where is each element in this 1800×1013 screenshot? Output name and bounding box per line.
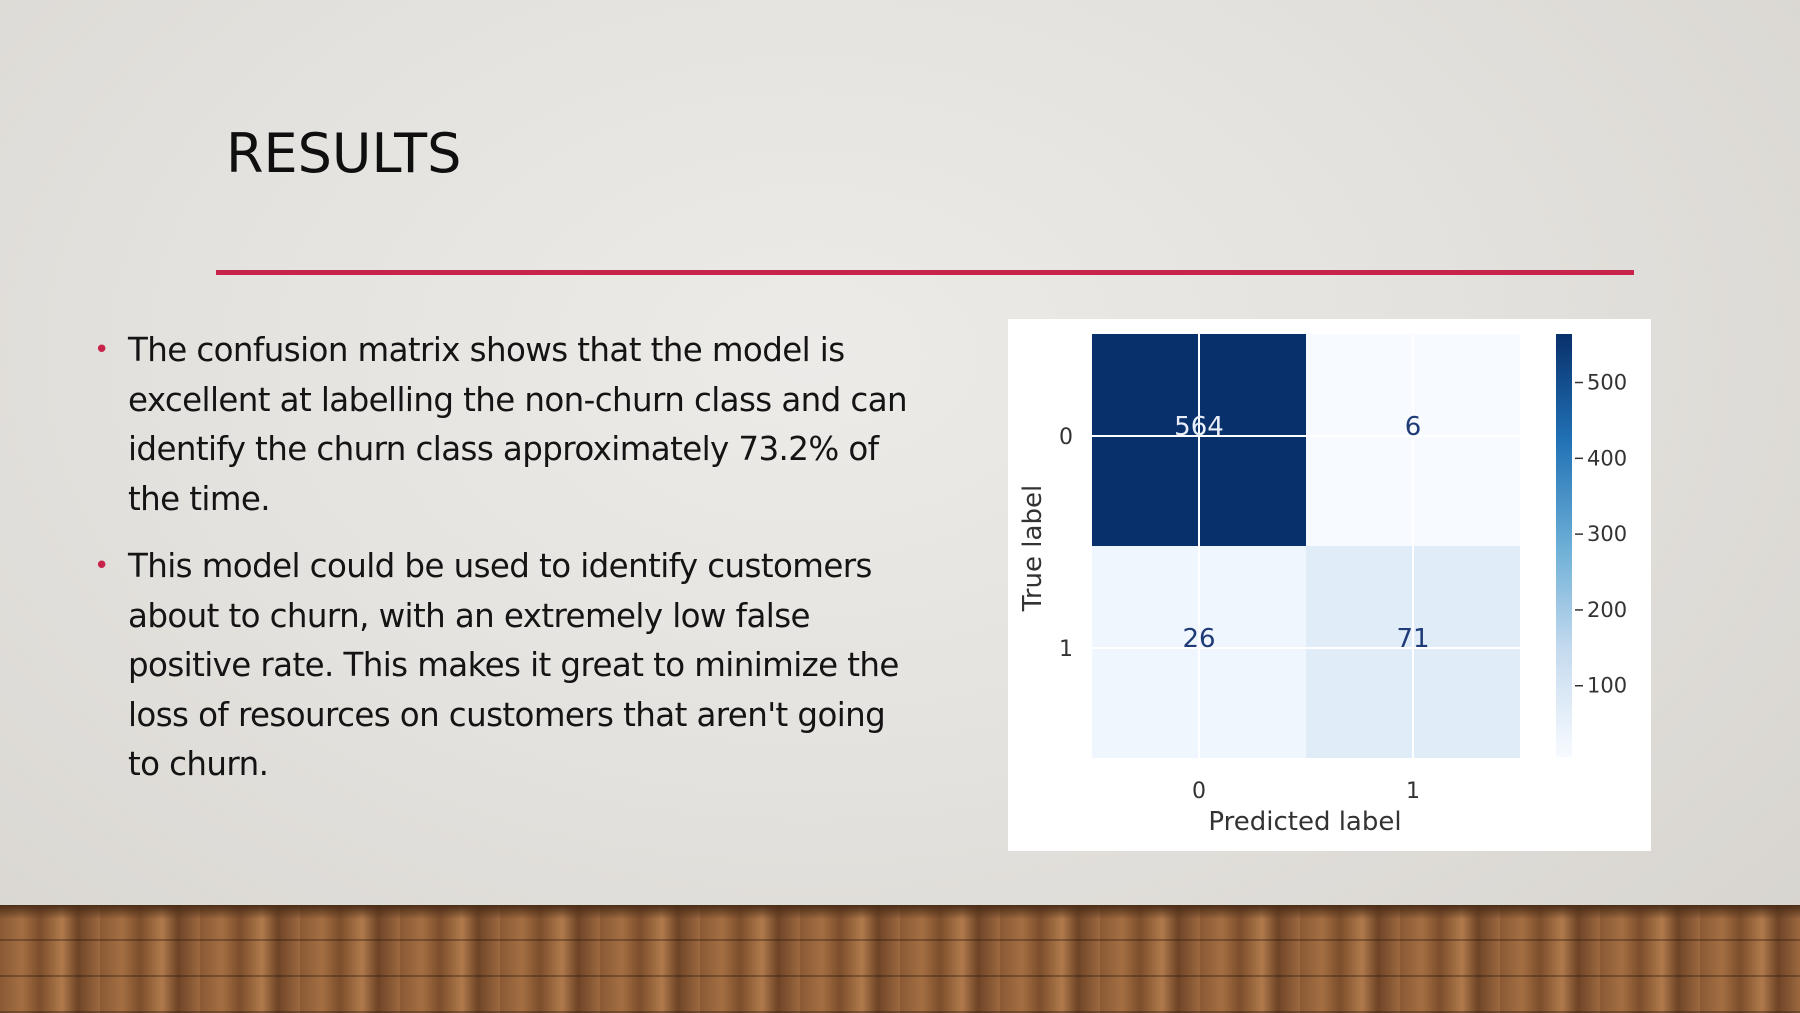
cell-value-1-1: 71 bbox=[1396, 624, 1429, 654]
y-axis-label: True label bbox=[1018, 485, 1048, 612]
cell-value-labels: 564 6 26 71 bbox=[1174, 412, 1429, 654]
cell-value-0-0: 564 bbox=[1174, 412, 1224, 442]
bullet-text: The confusion matrix shows that the mode… bbox=[128, 331, 908, 518]
bullet-item: • This model could be used to identify c… bbox=[94, 542, 924, 790]
colorbar-tick-label-500: 500 bbox=[1587, 371, 1627, 395]
bullet-list: • The confusion matrix shows that the mo… bbox=[94, 326, 924, 808]
y-tick-label-0: 0 bbox=[1059, 425, 1073, 450]
bullet-dot-icon: • bbox=[94, 551, 109, 581]
colorbar-tick-label-100: 100 bbox=[1587, 674, 1627, 698]
bullet-item: • The confusion matrix shows that the mo… bbox=[94, 326, 924, 524]
x-axis-label: Predicted label bbox=[1208, 807, 1401, 837]
matrix-grid bbox=[1092, 334, 1520, 758]
colorbar-tick-label-400: 400 bbox=[1587, 446, 1627, 470]
colorbar-tick-label-300: 300 bbox=[1587, 522, 1627, 546]
bullet-dot-icon: • bbox=[94, 335, 109, 365]
matrix-cells bbox=[1092, 334, 1520, 758]
cell-value-1-0: 26 bbox=[1182, 624, 1215, 654]
x-tick-label-0: 0 bbox=[1192, 779, 1206, 804]
confusion-matrix-chart: 564 6 26 71 0 1 0 1 Predicted label True label… bbox=[1008, 319, 1651, 851]
x-tick-label-1: 1 bbox=[1406, 779, 1420, 804]
colorbar-ticks: 100 200 300 400 500 bbox=[1575, 371, 1627, 698]
y-tick-label-1: 1 bbox=[1059, 637, 1073, 662]
slide-title: RESULTS bbox=[226, 122, 462, 185]
cell-value-0-1: 6 bbox=[1405, 412, 1422, 442]
confusion-matrix-svg: 564 6 26 71 0 1 0 1 Predicted label True label… bbox=[1018, 334, 1627, 837]
axis-ticks: 0 1 0 1 bbox=[1059, 425, 1420, 804]
title-divider bbox=[216, 270, 1634, 275]
colorbar bbox=[1556, 334, 1572, 757]
wood-floor-decoration bbox=[0, 905, 1800, 1013]
bullet-text: This model could be used to identify cus… bbox=[128, 547, 899, 783]
colorbar-tick-label-200: 200 bbox=[1587, 598, 1627, 622]
